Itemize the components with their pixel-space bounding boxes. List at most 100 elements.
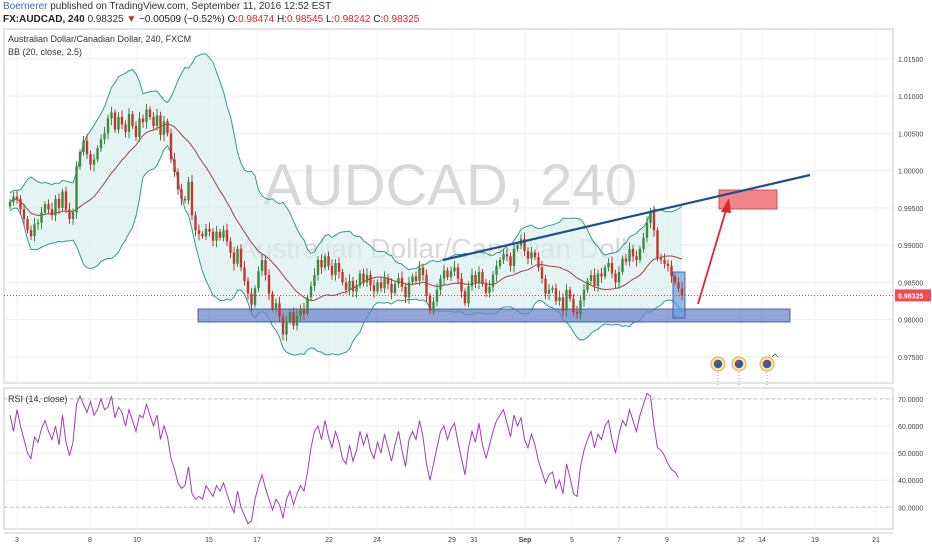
candle-body — [397, 277, 400, 284]
candle-body — [533, 252, 537, 258]
candle-body — [64, 191, 68, 210]
candle — [502, 249, 505, 264]
candle-body — [229, 241, 232, 253]
candle — [624, 253, 628, 266]
candle-body — [617, 271, 621, 283]
candle-body — [477, 271, 481, 283]
candle — [446, 267, 449, 281]
candle — [173, 152, 176, 177]
candle-body — [285, 321, 288, 335]
candle-body — [523, 239, 526, 252]
y-tick-label: 1.01500 — [898, 57, 923, 64]
x-tick-label: 10 — [133, 537, 141, 544]
candle — [138, 111, 141, 142]
candle-body — [327, 256, 330, 266]
candle — [337, 257, 341, 279]
candle — [344, 277, 348, 294]
candle — [607, 258, 610, 272]
rsi-y-tick-label: 60.0000 — [898, 424, 923, 431]
candle — [642, 232, 645, 253]
candle — [568, 286, 572, 302]
candle-body — [57, 198, 61, 208]
arrow-head-icon[interactable] — [721, 198, 731, 213]
candle-body — [281, 316, 285, 335]
candle-body — [610, 263, 614, 274]
candle-body — [127, 113, 131, 132]
candle — [547, 284, 551, 301]
candle-body — [78, 151, 82, 167]
rsi-pane — [3, 387, 894, 530]
candle-body — [54, 198, 57, 216]
candle-body — [369, 274, 372, 286]
candle — [96, 145, 99, 163]
candle — [159, 111, 162, 141]
candle-body — [579, 300, 582, 314]
candle — [369, 271, 372, 292]
candle — [439, 274, 442, 296]
candle — [131, 110, 134, 129]
event-flag-mark-icon — [715, 361, 718, 365]
candle-body — [106, 118, 110, 134]
candle — [572, 294, 575, 317]
low-value: 0.98242 — [334, 14, 371, 25]
candle — [470, 268, 474, 291]
candle-body — [544, 278, 547, 294]
candle — [281, 312, 285, 341]
candle — [211, 227, 215, 247]
candle-body — [344, 282, 348, 290]
candle-body — [383, 277, 386, 289]
candle — [474, 271, 477, 289]
candle — [250, 287, 253, 312]
candle-body — [467, 286, 470, 304]
candle — [316, 256, 320, 281]
axes: 1.01500 1.01000 1.00500 1.00000 0.99500 0.990… — [4, 57, 923, 544]
candle-body — [400, 277, 404, 287]
candle — [645, 216, 649, 243]
candle — [390, 278, 393, 300]
candle-body — [306, 297, 309, 314]
candle — [274, 298, 278, 313]
candle — [169, 128, 173, 164]
x-tick-label: 5 — [570, 537, 574, 544]
candle-body — [169, 133, 173, 160]
candle — [327, 251, 330, 270]
candle-body — [138, 118, 141, 138]
x-tick-label: 17 — [253, 537, 261, 544]
candle-body — [358, 273, 362, 286]
candle-body — [253, 288, 257, 305]
candle — [383, 271, 386, 294]
candle — [8, 198, 12, 210]
candle — [666, 259, 670, 272]
x-tick-label: 24 — [373, 537, 381, 544]
x-tick-label: 14 — [758, 537, 766, 544]
candle — [596, 269, 600, 292]
candle — [253, 285, 257, 308]
candle — [561, 293, 565, 317]
candle-body — [120, 116, 124, 125]
candle — [71, 208, 75, 225]
x-tick-label: 15 — [205, 537, 213, 544]
candle — [554, 283, 558, 305]
support-zone[interactable] — [197, 308, 791, 323]
candle-body — [600, 273, 603, 277]
candle — [113, 109, 117, 133]
candle — [155, 108, 159, 131]
drawing-zones[interactable] — [197, 189, 791, 323]
candle-body — [166, 121, 169, 134]
candle — [418, 260, 421, 286]
author-link[interactable]: Boernerer — [3, 1, 48, 12]
candle — [400, 271, 404, 292]
trendline[interactable] — [442, 173, 811, 262]
arrow-line[interactable] — [697, 209, 727, 305]
chart-panes — [3, 28, 894, 530]
candle-body — [498, 260, 502, 266]
candle-body — [222, 230, 225, 238]
candle-body — [411, 276, 414, 283]
candle — [222, 225, 225, 242]
candle-body — [659, 258, 663, 261]
x-tick-label: 9 — [665, 537, 669, 544]
candle-body — [113, 112, 117, 130]
drawings[interactable]: 0.98325 — [4, 173, 931, 385]
high-value: 0.98545 — [287, 14, 324, 25]
